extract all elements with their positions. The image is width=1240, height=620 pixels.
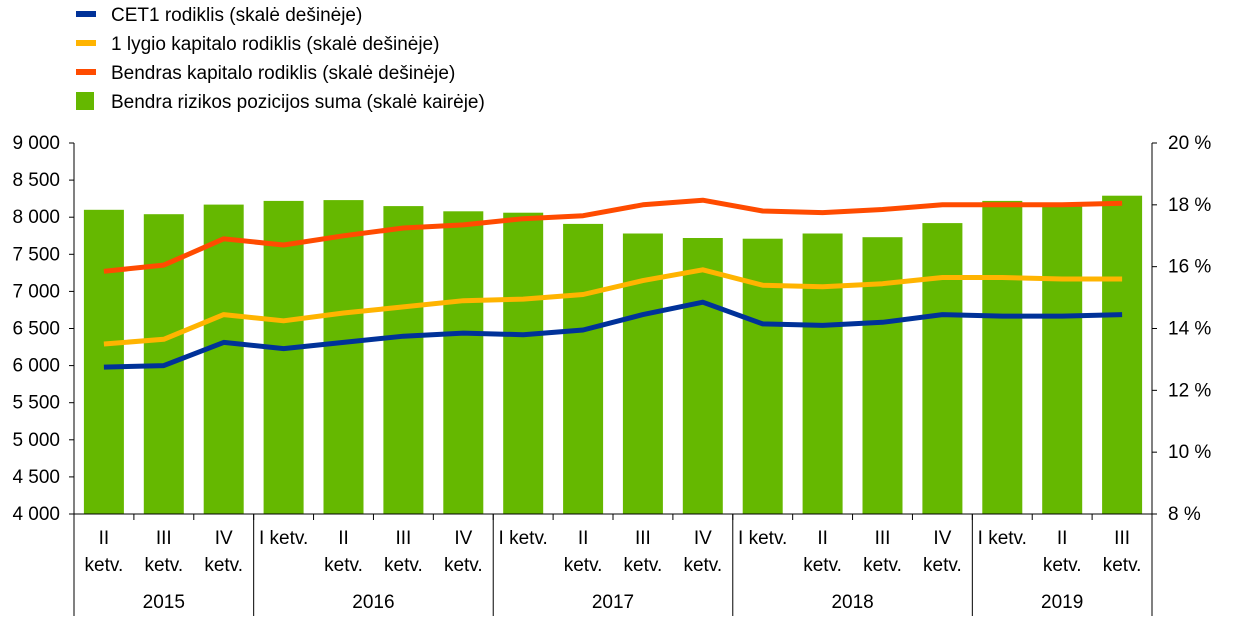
category-label-1-0: III [156,528,172,549]
category-label-8-1: ketv. [564,555,603,576]
category-label-10-1: ketv. [683,555,722,576]
category-label-0-0: II [99,528,110,549]
year-label-1: 2016 [352,592,394,613]
bar-8 [563,223,604,514]
line-series [103,197,1123,370]
category-label-8-0: II [578,528,589,549]
category-label-0-1: ketv. [85,555,124,576]
left-tick-label-2: 5 000 [12,430,60,451]
legend-label-0: CET1 rodiklis (skalė dešinėje) [111,5,362,26]
category-label-16-0: II [1057,528,1068,549]
right-tick-label-2: 12 % [1168,380,1211,401]
right-tick-label-0: 8 % [1168,504,1201,525]
year-label-3: 2018 [831,592,873,613]
left-tick-label-5: 6 500 [12,319,60,340]
category-label-13-1: ketv. [863,555,902,576]
category-label-4-1: ketv. [324,555,363,576]
bar-10 [682,238,723,514]
bar-16 [1042,205,1083,515]
bar-13 [862,237,903,514]
bar-5 [383,206,424,514]
bar-12 [802,233,843,514]
legend-swatch-line-2 [76,69,96,75]
category-label-2-1: ketv. [204,555,243,576]
line-series-1 [103,267,1123,347]
category-label-5-0: III [395,528,411,549]
left-tick-label-10: 9 000 [12,133,60,154]
right-tick-label-4: 16 % [1168,257,1211,278]
category-label-1-1: ketv. [144,555,183,576]
legend-swatch-bar-3 [76,92,94,110]
axes: 4 000 4 500 5 000 5 500 6 000 6 500 7 000 7 500… [12,133,1211,616]
bar-7 [503,212,544,514]
category-label-9-1: ketv. [624,555,663,576]
bar-series [83,195,1143,515]
bar-0 [83,209,124,515]
legend-swatch-line-1 [76,40,96,46]
category-label-6-0: IV [454,528,472,549]
category-label-12-1: ketv. [803,555,842,576]
legend-label-1: 1 lygio kapitalo rodiklis (skalė dešinėj… [111,34,439,55]
category-label-9-0: III [635,528,651,549]
bar-6 [443,211,484,515]
left-tick-label-9: 8 500 [12,170,60,191]
category-label-15-0: I ketv. [978,528,1027,549]
left-tick-label-8: 8 000 [12,207,60,228]
left-tick-label-7: 7 500 [12,244,60,265]
category-label-7-0: I ketv. [499,528,548,549]
year-label-4: 2019 [1041,592,1083,613]
legend-label-3: Bendra rizikos pozicijos suma (skalė kai… [111,92,485,113]
category-label-17-1: ketv. [1103,555,1142,576]
category-label-4-0: II [338,528,349,549]
left-tick-label-4: 6 000 [12,356,60,377]
category-label-11-0: I ketv. [738,528,787,549]
left-tick-label-3: 5 500 [12,393,60,414]
category-label-17-0: III [1114,528,1130,549]
left-tick-label-6: 7 000 [12,281,60,302]
bar-15 [982,200,1023,514]
bar-17 [1102,195,1143,514]
bar-4 [323,200,364,514]
bar-14 [922,223,963,514]
legend: CET1 rodiklis (skalė dešinėje) 1 lygio ka… [76,5,485,113]
right-tick-label-1: 10 % [1168,442,1211,463]
category-label-10-0: IV [694,528,712,549]
left-tick-label-0: 4 000 [12,504,60,525]
category-label-13-0: III [875,528,891,549]
bar-3 [263,200,304,514]
category-label-2-0: IV [215,528,233,549]
line-series-2 [103,197,1123,274]
year-label-2: 2017 [592,592,634,613]
legend-label-2: Bendras kapitalo rodiklis (skalė dešinėj… [111,63,455,84]
legend-swatch-line-0 [76,11,96,17]
category-label-14-0: IV [933,528,951,549]
left-tick-label-1: 4 500 [12,467,60,488]
category-label-6-1: ketv. [444,555,483,576]
category-label-16-1: ketv. [1043,555,1082,576]
category-label-3-0: I ketv. [259,528,308,549]
right-tick-label-5: 18 % [1168,195,1211,216]
right-tick-label-3: 14 % [1168,319,1211,340]
category-label-14-1: ketv. [923,555,962,576]
category-label-5-1: ketv. [384,555,423,576]
line-series-0 [103,299,1123,370]
bar-2 [203,204,244,514]
category-label-12-0: II [817,528,828,549]
right-tick-label-6: 20 % [1168,133,1211,154]
year-label-0: 2015 [143,592,185,613]
